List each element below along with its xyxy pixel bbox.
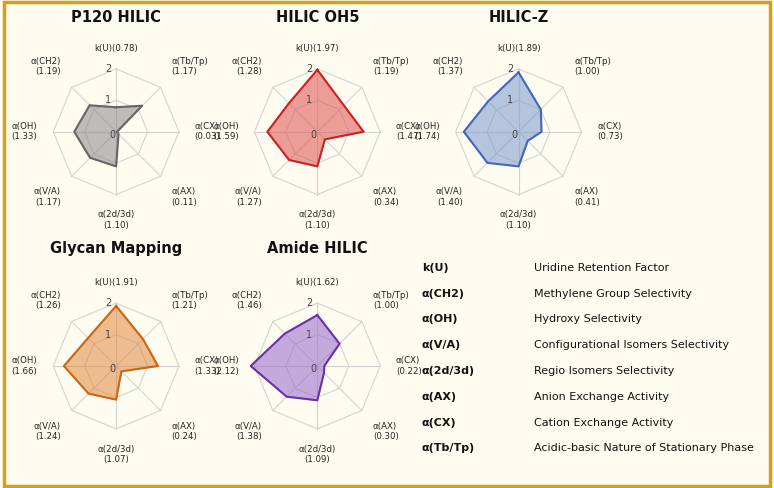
Text: α(CX)
(1.33): α(CX) (1.33): [195, 356, 221, 376]
Text: α(CH2)
(1.19): α(CH2) (1.19): [30, 57, 60, 76]
Text: k(U)(1.91): k(U)(1.91): [94, 278, 138, 287]
Text: P120 HILIC: P120 HILIC: [71, 10, 161, 24]
Polygon shape: [464, 72, 542, 166]
Text: α(2d/3d)
(1.10): α(2d/3d) (1.10): [500, 210, 537, 230]
Text: Acidic-basic Nature of Stationary Phase: Acidic-basic Nature of Stationary Phase: [534, 444, 754, 453]
Text: 0: 0: [512, 130, 518, 140]
Text: α(V/A)
(1.27): α(V/A) (1.27): [235, 187, 262, 207]
Text: Methylene Group Selectivity: Methylene Group Selectivity: [534, 288, 692, 299]
Text: α(Tb/Tp)
(1.21): α(Tb/Tp) (1.21): [172, 291, 208, 310]
Text: α(Tb/Tp): α(Tb/Tp): [422, 444, 475, 453]
Text: α(CX)
(0.73): α(CX) (0.73): [598, 122, 623, 142]
Text: α(2d/3d)
(1.10): α(2d/3d) (1.10): [98, 210, 135, 230]
Text: Uridine Retention Factor: Uridine Retention Factor: [534, 263, 670, 273]
Text: α(V/A)
(1.24): α(V/A) (1.24): [33, 422, 60, 441]
Text: 2: 2: [104, 64, 111, 74]
Text: 1: 1: [104, 95, 111, 105]
Text: α(Tb/Tp)
(1.00): α(Tb/Tp) (1.00): [574, 57, 611, 76]
Text: 1: 1: [306, 329, 312, 340]
Text: HILIC-Z: HILIC-Z: [488, 10, 549, 24]
Text: Configurational Isomers Selectivity: Configurational Isomers Selectivity: [534, 340, 729, 350]
Text: Hydroxy Selectivity: Hydroxy Selectivity: [534, 314, 642, 325]
Text: α(AX): α(AX): [422, 392, 457, 402]
Text: k(U)(1.97): k(U)(1.97): [296, 44, 339, 53]
Text: α(Tb/Tp)
(1.00): α(Tb/Tp) (1.00): [373, 291, 409, 310]
Text: α(V/A)
(1.40): α(V/A) (1.40): [436, 187, 463, 207]
Text: α(2d/3d)
(1.07): α(2d/3d) (1.07): [98, 445, 135, 464]
Text: 2: 2: [306, 64, 312, 74]
Text: α(V/A): α(V/A): [422, 340, 461, 350]
Text: 0: 0: [109, 130, 115, 140]
Text: α(2d/3d)
(1.10): α(2d/3d) (1.10): [299, 210, 336, 230]
Text: Anion Exchange Activity: Anion Exchange Activity: [534, 392, 670, 402]
Text: 1: 1: [306, 95, 312, 105]
Text: α(CX)
(0.22): α(CX) (0.22): [396, 356, 422, 376]
Text: α(2d/3d)
(1.09): α(2d/3d) (1.09): [299, 445, 336, 464]
Text: α(CH2): α(CH2): [422, 288, 465, 299]
Text: α(AX)
(0.41): α(AX) (0.41): [574, 187, 600, 207]
Text: k(U)(1.62): k(U)(1.62): [296, 278, 339, 287]
Text: k(U)(0.78): k(U)(0.78): [94, 44, 138, 53]
Text: α(OH)
(1.33): α(OH) (1.33): [12, 122, 37, 142]
Polygon shape: [64, 306, 158, 400]
Polygon shape: [251, 315, 340, 400]
Text: 2: 2: [306, 298, 312, 308]
Text: 0: 0: [310, 364, 317, 374]
Text: α(CH2)
(1.46): α(CH2) (1.46): [231, 291, 262, 310]
Text: 1: 1: [507, 95, 513, 105]
Text: α(CX)
(1.47): α(CX) (1.47): [396, 122, 422, 142]
Text: k(U)(1.89): k(U)(1.89): [497, 44, 540, 53]
Text: α(Tb/Tp)
(1.17): α(Tb/Tp) (1.17): [172, 57, 208, 76]
Text: α(CH2)
(1.26): α(CH2) (1.26): [30, 291, 60, 310]
Text: α(CH2)
(1.28): α(CH2) (1.28): [231, 57, 262, 76]
Text: α(CH2)
(1.37): α(CH2) (1.37): [433, 57, 463, 76]
Text: α(AX)
(0.11): α(AX) (0.11): [172, 187, 197, 207]
Text: 0: 0: [310, 130, 317, 140]
Polygon shape: [74, 105, 142, 166]
Text: α(AX)
(0.30): α(AX) (0.30): [373, 422, 399, 441]
Text: HILIC OH5: HILIC OH5: [276, 10, 359, 24]
Polygon shape: [267, 70, 364, 166]
Text: Regio Isomers Selectivity: Regio Isomers Selectivity: [534, 366, 675, 376]
Text: 0: 0: [109, 364, 115, 374]
Text: 2: 2: [104, 298, 111, 308]
Text: α(OH)
(1.59): α(OH) (1.59): [213, 122, 238, 142]
Text: k(U): k(U): [422, 263, 448, 273]
Text: Amide HILIC: Amide HILIC: [267, 242, 368, 256]
Text: α(AX)
(0.34): α(AX) (0.34): [373, 187, 399, 207]
Text: 2: 2: [507, 64, 513, 74]
Text: α(CX)
(0.03): α(CX) (0.03): [195, 122, 221, 142]
Text: Glycan Mapping: Glycan Mapping: [50, 242, 182, 256]
Text: α(V/A)
(1.17): α(V/A) (1.17): [33, 187, 60, 207]
Text: α(OH): α(OH): [422, 314, 458, 325]
Text: α(OH)
(2.12): α(OH) (2.12): [213, 356, 238, 376]
Text: α(Tb/Tp)
(1.19): α(Tb/Tp) (1.19): [373, 57, 409, 76]
Text: Cation Exchange Activity: Cation Exchange Activity: [534, 418, 673, 427]
Text: α(OH)
(1.74): α(OH) (1.74): [414, 122, 440, 142]
Text: α(V/A)
(1.38): α(V/A) (1.38): [235, 422, 262, 441]
Text: α(OH)
(1.66): α(OH) (1.66): [12, 356, 37, 376]
Text: 1: 1: [104, 329, 111, 340]
Text: α(CX): α(CX): [422, 418, 457, 427]
Text: α(AX)
(0.24): α(AX) (0.24): [172, 422, 197, 441]
Text: α(2d/3d): α(2d/3d): [422, 366, 475, 376]
